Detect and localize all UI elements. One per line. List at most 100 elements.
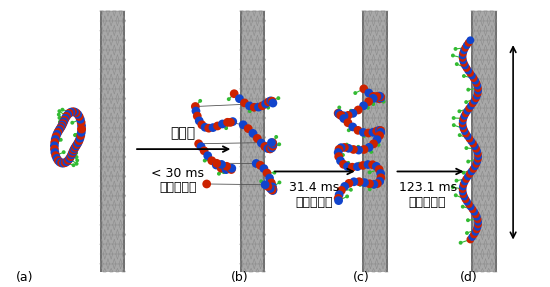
Circle shape (337, 186, 346, 195)
Circle shape (467, 203, 475, 211)
Circle shape (368, 160, 377, 169)
Circle shape (349, 188, 353, 192)
Circle shape (467, 102, 475, 110)
Circle shape (354, 126, 362, 135)
Circle shape (454, 47, 458, 51)
Circle shape (349, 145, 358, 154)
Circle shape (272, 182, 276, 186)
Circle shape (265, 174, 274, 183)
Circle shape (470, 208, 478, 216)
Circle shape (368, 94, 377, 103)
Circle shape (474, 82, 481, 90)
Circle shape (59, 117, 68, 126)
Circle shape (196, 114, 200, 118)
Circle shape (474, 218, 482, 226)
Circle shape (194, 139, 203, 148)
Circle shape (227, 164, 236, 172)
Circle shape (472, 79, 480, 87)
Circle shape (454, 179, 459, 183)
Circle shape (454, 193, 458, 197)
Circle shape (56, 123, 65, 132)
Bar (100, 11, 102, 272)
Circle shape (272, 171, 276, 174)
Circle shape (67, 150, 76, 159)
Circle shape (248, 109, 252, 113)
Circle shape (459, 57, 467, 64)
Circle shape (268, 97, 277, 106)
Circle shape (474, 152, 482, 160)
Circle shape (222, 170, 225, 174)
Circle shape (61, 158, 69, 167)
Circle shape (376, 92, 385, 101)
Circle shape (464, 107, 471, 115)
Circle shape (240, 98, 249, 107)
Circle shape (261, 142, 269, 151)
Circle shape (465, 104, 473, 112)
Circle shape (372, 185, 376, 189)
Circle shape (459, 120, 466, 127)
Circle shape (468, 168, 475, 175)
Circle shape (257, 139, 266, 148)
Circle shape (72, 141, 80, 150)
Circle shape (466, 218, 470, 222)
Circle shape (461, 62, 469, 69)
Circle shape (70, 108, 79, 116)
Circle shape (353, 162, 362, 171)
Circle shape (375, 126, 384, 135)
Text: ステップ２: ステップ２ (295, 196, 333, 209)
Circle shape (459, 188, 466, 195)
Circle shape (458, 109, 461, 113)
Circle shape (466, 88, 470, 92)
Circle shape (459, 122, 467, 130)
Circle shape (466, 160, 470, 164)
Circle shape (261, 99, 270, 108)
Circle shape (464, 172, 472, 180)
Circle shape (462, 130, 470, 137)
Circle shape (376, 94, 385, 102)
Circle shape (266, 145, 274, 153)
Circle shape (372, 127, 381, 135)
Circle shape (452, 123, 456, 127)
Circle shape (336, 156, 345, 165)
Circle shape (50, 138, 59, 147)
Circle shape (258, 101, 267, 110)
Circle shape (460, 125, 467, 132)
Circle shape (191, 107, 200, 115)
Circle shape (337, 143, 345, 152)
Circle shape (375, 92, 384, 100)
Circle shape (466, 36, 474, 44)
Circle shape (474, 158, 481, 165)
Circle shape (459, 185, 466, 193)
Circle shape (376, 169, 385, 178)
Circle shape (471, 77, 479, 84)
Circle shape (451, 185, 455, 189)
Circle shape (368, 170, 372, 174)
Circle shape (371, 102, 375, 106)
Circle shape (364, 160, 372, 169)
Circle shape (201, 125, 205, 129)
Circle shape (75, 134, 84, 143)
Circle shape (468, 137, 475, 145)
Circle shape (51, 135, 59, 144)
Circle shape (277, 142, 281, 146)
Circle shape (67, 108, 75, 117)
Circle shape (358, 183, 362, 187)
Circle shape (337, 113, 340, 117)
Circle shape (469, 205, 476, 213)
Circle shape (353, 91, 357, 95)
Circle shape (345, 143, 349, 147)
Bar (362, 11, 365, 272)
Circle shape (69, 147, 78, 156)
Circle shape (197, 142, 206, 151)
Circle shape (268, 142, 277, 150)
Circle shape (344, 111, 353, 120)
Circle shape (54, 156, 63, 165)
Circle shape (226, 118, 235, 127)
Circle shape (365, 143, 373, 152)
Circle shape (259, 179, 263, 183)
Circle shape (375, 165, 383, 174)
Circle shape (227, 97, 230, 101)
Circle shape (472, 160, 480, 168)
Circle shape (379, 98, 383, 102)
Circle shape (62, 157, 71, 166)
